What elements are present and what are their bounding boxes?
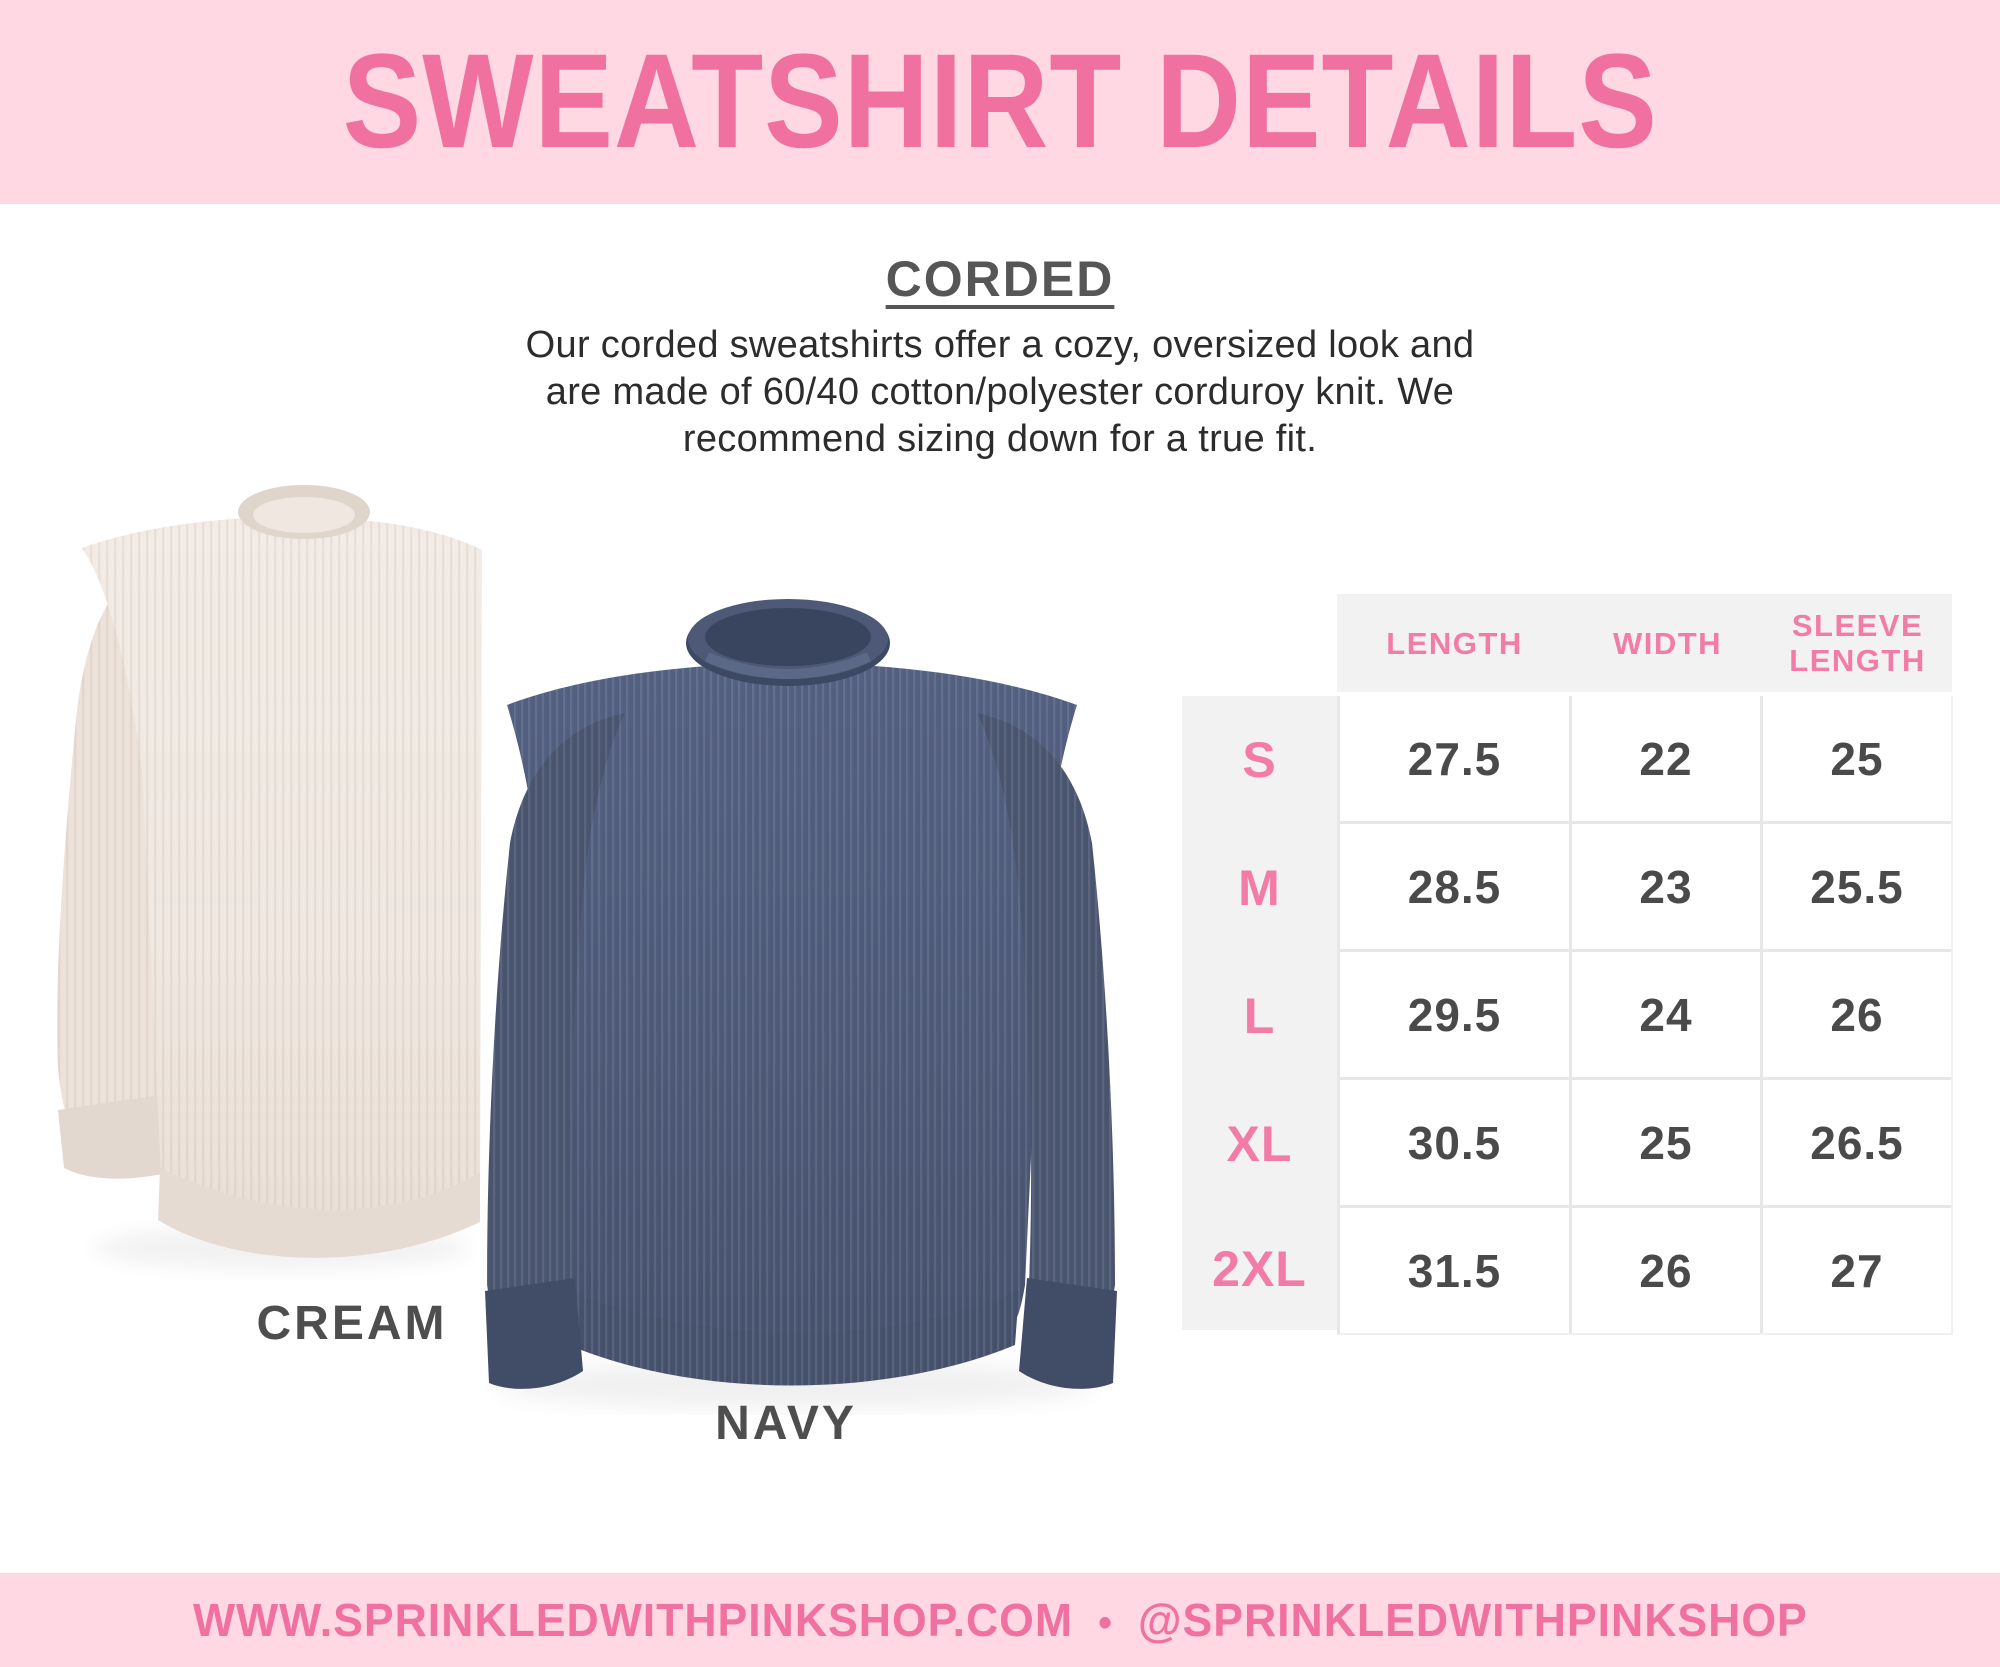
size-chart: LENGTH WIDTH SLEEVE LENGTH S M L XL 2XL … bbox=[1182, 594, 1953, 1335]
size-chart-size-column: S M L XL 2XL bbox=[1182, 696, 1337, 1330]
size-label-m: M bbox=[1238, 860, 1281, 916]
cell-m-sleeve: 25.5 bbox=[1763, 824, 1951, 949]
cell-xl-width: 25 bbox=[1572, 1080, 1760, 1205]
corded-description: Our corded sweatshirts offer a cozy, ove… bbox=[0, 322, 2000, 463]
cell-m-width: 23 bbox=[1572, 824, 1760, 949]
corded-description-line-2: are made of 60/40 cotton/polyester cordu… bbox=[545, 371, 1455, 413]
cell-xl-sleeve: 26.5 bbox=[1763, 1080, 1951, 1205]
cell-m-length: 28.5 bbox=[1340, 824, 1569, 949]
navy-sweatshirt-image bbox=[485, 599, 1117, 1409]
cell-xl-length: 30.5 bbox=[1340, 1080, 1569, 1205]
corded-heading-text: CORDED bbox=[885, 251, 1115, 307]
cream-sweatshirt-image bbox=[57, 485, 482, 1270]
size-label-s: S bbox=[1242, 732, 1277, 788]
size-chart-header-row: LENGTH WIDTH SLEEVE LENGTH bbox=[1337, 594, 1952, 692]
cell-2xl-sleeve: 27 bbox=[1763, 1208, 1951, 1333]
cell-s-width: 22 bbox=[1572, 696, 1760, 821]
column-header-width: WIDTH bbox=[1612, 625, 1723, 661]
size-label-2xl: 2XL bbox=[1212, 1241, 1307, 1297]
corded-heading: CORDED bbox=[0, 250, 2000, 308]
footer-text: WWW.SPRINKLEDWITHPINKSHOP.COM • @SPRINKLED… bbox=[193, 1593, 1808, 1647]
column-header-length: LENGTH bbox=[1386, 625, 1523, 661]
header-band: SWEATSHIRT DETAILS bbox=[0, 0, 2000, 204]
cell-s-sleeve: 25 bbox=[1763, 696, 1951, 821]
cell-s-length: 27.5 bbox=[1340, 696, 1569, 821]
column-header-sleeve-length: SLEEVE LENGTH bbox=[1789, 608, 1926, 678]
navy-label: NAVY bbox=[715, 1397, 857, 1450]
size-label-xl: XL bbox=[1226, 1116, 1293, 1172]
size-label-l: L bbox=[1243, 988, 1276, 1044]
corded-description-line-1: Our corded sweatshirts offer a cozy, ove… bbox=[525, 324, 1475, 366]
corded-description-line-3: recommend sizing down for a true fit. bbox=[682, 418, 1318, 460]
cell-l-sleeve: 26 bbox=[1763, 952, 1951, 1077]
cell-2xl-length: 31.5 bbox=[1340, 1208, 1569, 1333]
cell-l-length: 29.5 bbox=[1340, 952, 1569, 1077]
footer-social-handle: @SPRINKLEDWITHPINKSHOP bbox=[1137, 1594, 1808, 1646]
footer-website: WWW.SPRINKLEDWITHPINKSHOP.COM bbox=[192, 1594, 1073, 1646]
size-chart-values: 27.5 22 25 28.5 23 25.5 29.5 24 26 30.5 … bbox=[1337, 696, 1953, 1335]
page-title: SWEATSHIRT DETAILS bbox=[342, 27, 1658, 176]
footer-band: WWW.SPRINKLEDWITHPINKSHOP.COM • @SPRINKLED… bbox=[0, 1573, 2000, 1667]
cell-2xl-width: 26 bbox=[1572, 1208, 1760, 1333]
cell-l-width: 24 bbox=[1572, 952, 1760, 1077]
cream-label: CREAM bbox=[256, 1297, 448, 1350]
footer-separator-dot: • bbox=[1097, 1601, 1113, 1645]
